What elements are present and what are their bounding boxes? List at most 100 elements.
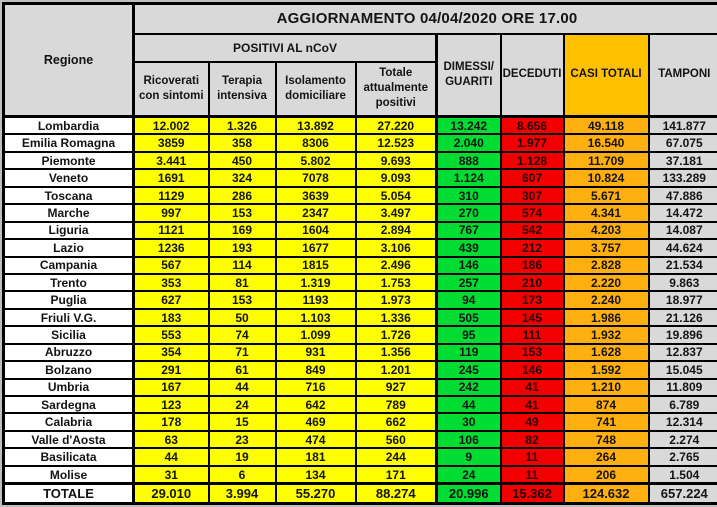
ricoverati-cell: 167 — [132, 377, 210, 398]
ricoverati-cell: 291 — [132, 360, 210, 380]
terapia-intensiva-cell: 61 — [207, 360, 277, 380]
tamponi-cell: 2.765 — [647, 447, 717, 467]
table-row: Trento 353 81 1.319 1.753 257 210 2.220 9.863 — [2, 272, 717, 293]
column-header-isolamento: Isolamento domiciliare — [274, 60, 357, 118]
column-header-deceduti: DECEDUTI — [499, 32, 565, 118]
table-row: Campania 567 114 1815 2.496 146 186 2.828 21.534 — [2, 255, 717, 276]
region-cell: Friuli V.G. — [2, 307, 135, 328]
totale-positivi-cell: 2.894 — [354, 220, 438, 241]
totale-positivi-cell: 1.356 — [354, 342, 438, 363]
totale-positivi-cell: 244 — [354, 447, 438, 467]
terapia-intensiva-cell: 193 — [207, 238, 277, 258]
ricoverati-cell: 12.002 — [132, 115, 210, 136]
column-header-regione: Regione — [2, 2, 135, 118]
isolamento-cell: 5.802 — [274, 150, 357, 171]
column-header-tamponi: TAMPONI — [647, 32, 717, 118]
isolamento-cell: 642 — [274, 395, 357, 415]
tamponi-cell: 14.472 — [647, 203, 717, 223]
table-row: Puglia 627 153 1193 1.973 94 173 2.240 18.977 — [2, 290, 717, 310]
terapia-intensiva-cell: 44 — [207, 377, 277, 398]
casi-totali-cell: 16.540 — [562, 133, 650, 153]
casi-totali-cell: 1.628 — [562, 342, 650, 363]
deceduti-cell: 307 — [499, 185, 565, 206]
isolamento-cell: 716 — [274, 377, 357, 398]
isolamento-cell: 1604 — [274, 220, 357, 241]
casi-totali-cell: 4.341 — [562, 203, 650, 223]
casi-totali-cell: 748 — [562, 429, 650, 450]
totale-positivi-cell: 662 — [354, 412, 438, 432]
deceduti-cell: 41 — [499, 377, 565, 398]
deceduti-cell: 8.656 — [499, 115, 565, 136]
isolamento-cell: 931 — [274, 342, 357, 363]
region-cell: Abruzzo — [2, 342, 135, 363]
tamponi-cell: 6.789 — [647, 395, 717, 415]
column-group-positivi: POSITIVI AL nCoV — [132, 32, 438, 63]
terapia-intensiva-cell: 324 — [207, 168, 277, 188]
totale-positivi-cell: 3.106 — [354, 238, 438, 258]
table-row: Piemonte 3.441 450 5.802 9.693 888 1.128 11.709… — [2, 150, 717, 171]
dimessi-guariti-cell: 767 — [435, 220, 502, 241]
isolamento-cell: 8306 — [274, 133, 357, 153]
casi-totali-cell: 11.709 — [562, 150, 650, 171]
column-header-casi-totali: CASI TOTALI — [562, 32, 650, 118]
table-row: Molise 31 6 134 171 24 11 206 1.504 — [2, 464, 717, 485]
deceduti-cell: 11 — [499, 464, 565, 485]
ricoverati-cell: 354 — [132, 342, 210, 363]
terapia-intensiva-cell: 153 — [207, 203, 277, 223]
region-cell: Marche — [2, 203, 135, 223]
totale-positivi-cell: 9.093 — [354, 168, 438, 188]
region-cell: Emilia Romagna — [2, 133, 135, 153]
ricoverati-cell: 3859 — [132, 133, 210, 153]
table-row: Valle d'Aosta 63 23 474 560 106 82 748 2.274 — [2, 429, 717, 450]
terapia-intensiva-cell: 3.994 — [207, 482, 277, 505]
tamponi-cell: 47.886 — [647, 185, 717, 206]
deceduti-cell: 49 — [499, 412, 565, 432]
table-row: Abruzzo 354 71 931 1.356 119 153 1.628 12.837 — [2, 342, 717, 363]
tamponi-cell: 133.289 — [647, 168, 717, 188]
casi-totali-cell: 1.932 — [562, 325, 650, 345]
ricoverati-cell: 3.441 — [132, 150, 210, 171]
table-row: Bolzano 291 61 849 1.201 245 146 1.592 15.045 — [2, 360, 717, 380]
terapia-intensiva-cell: 19 — [207, 447, 277, 467]
table-row: Calabria 178 15 469 662 30 49 741 12.314 — [2, 412, 717, 432]
ricoverati-cell: 31 — [132, 464, 210, 485]
terapia-intensiva-cell: 114 — [207, 255, 277, 276]
ricoverati-cell: 1129 — [132, 185, 210, 206]
tamponi-cell: 44.624 — [647, 238, 717, 258]
casi-totali-cell: 2.828 — [562, 255, 650, 276]
terapia-intensiva-cell: 1.326 — [207, 115, 277, 136]
deceduti-cell: 41 — [499, 395, 565, 415]
totale-positivi-cell: 560 — [354, 429, 438, 450]
terapia-intensiva-cell: 81 — [207, 272, 277, 293]
tamponi-cell: 21.126 — [647, 307, 717, 328]
total-row: TOTALE 29.010 3.994 55.270 88.274 20.996 15.36… — [2, 482, 717, 505]
ricoverati-cell: 178 — [132, 412, 210, 432]
isolamento-cell: 1193 — [274, 290, 357, 310]
isolamento-cell: 13.892 — [274, 115, 357, 136]
table-row: Sardegna 123 24 642 789 44 41 874 6.789 — [2, 395, 717, 415]
region-cell: Bolzano — [2, 360, 135, 380]
terapia-intensiva-cell: 23 — [207, 429, 277, 450]
dimessi-guariti-cell: 30 — [435, 412, 502, 432]
deceduti-cell: 607 — [499, 168, 565, 188]
terapia-intensiva-cell: 358 — [207, 133, 277, 153]
dimessi-guariti-cell: 44 — [435, 395, 502, 415]
deceduti-cell: 1.977 — [499, 133, 565, 153]
ricoverati-cell: 627 — [132, 290, 210, 310]
dimessi-guariti-cell: 1.124 — [435, 168, 502, 188]
deceduti-cell: 210 — [499, 272, 565, 293]
table-row: Toscana 1129 286 3639 5.054 310 307 5.671 47.886 — [2, 185, 717, 206]
region-cell: TOTALE — [2, 482, 135, 505]
region-cell: Lombardia — [2, 115, 135, 136]
dimessi-guariti-cell: 94 — [435, 290, 502, 310]
table-row: Friuli V.G. 183 50 1.103 1.336 505 145 1.986 21.… — [2, 307, 717, 328]
table-row: Umbria 167 44 716 927 242 41 1.210 11.809 — [2, 377, 717, 398]
tamponi-cell: 141.877 — [647, 115, 717, 136]
isolamento-cell: 7078 — [274, 168, 357, 188]
tamponi-cell: 12.314 — [647, 412, 717, 432]
tamponi-cell: 657.224 — [647, 482, 717, 505]
terapia-intensiva-cell: 74 — [207, 325, 277, 345]
tamponi-cell: 18.977 — [647, 290, 717, 310]
tamponi-cell: 14.087 — [647, 220, 717, 241]
table-row: Basilicata 44 19 181 244 9 11 264 2.765 — [2, 447, 717, 467]
